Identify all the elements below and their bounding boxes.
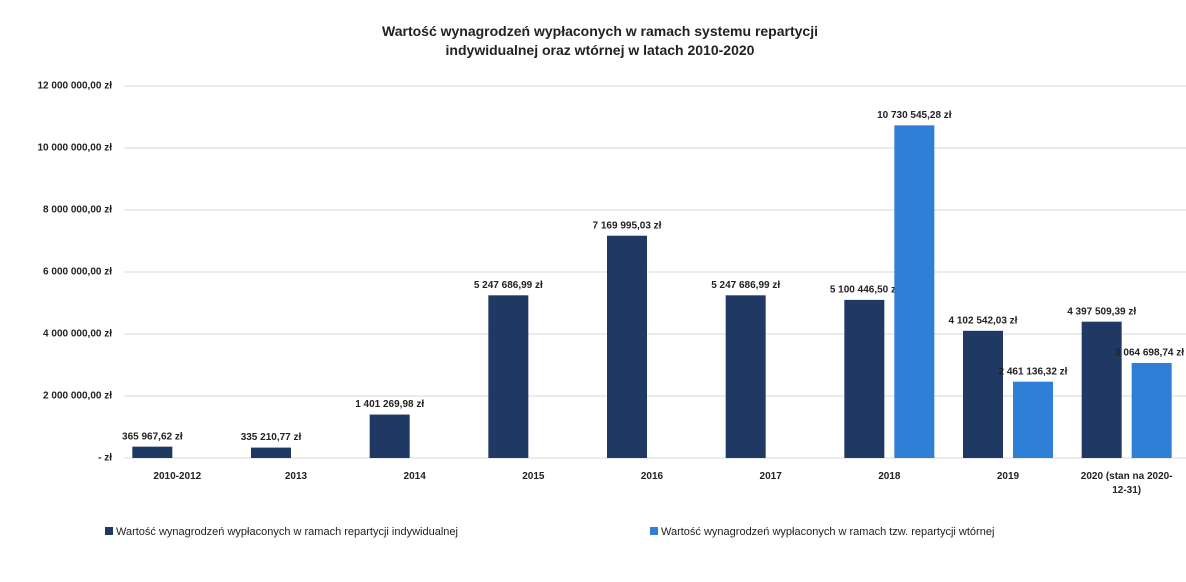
data-label: 5 247 686,99 zł [711,280,780,291]
data-label: 4 102 542,03 zł [949,315,1018,326]
data-label: 5 100 446,50 zł [830,285,899,296]
y-tick-label: - zł [98,453,112,464]
data-label: 2 461 136,32 zł [999,366,1068,377]
y-tick-label: 6 000 000,00 zł [43,267,112,278]
legend-swatch [650,527,658,535]
legend-swatch [105,527,113,535]
chart-title: Wartość wynagrodzeń wypłaconych w ramach… [382,23,818,58]
x-tick-label: 2017 [759,471,782,482]
legend-entry: Wartość wynagrodzeń wypłaconych w ramach… [105,526,458,538]
bar [132,446,173,458]
bar [1131,362,1172,458]
bar [725,295,766,458]
x-tick-label: 2010-2012 [153,471,202,482]
data-label: 3 064 698,74 zł [1115,348,1184,359]
y-tick-label: 12 000 000,00 zł [37,81,112,92]
legend-label: Wartość wynagrodzeń wypłaconych w ramach… [661,526,995,538]
bar [1013,381,1053,458]
data-label: 1 401 269,98 zł [355,399,424,410]
y-tick-label: 2 000 000,00 zł [43,391,112,402]
legend-label: Wartość wynagrodzeń wypłaconych w ramach… [116,526,458,538]
x-tick-label: 2016 [640,471,664,482]
x-tick-label: 2018 [878,471,901,482]
data-label: 7 169 995,03 zł [593,220,662,231]
bar [1081,321,1122,458]
bar [251,447,291,458]
bar [488,295,529,458]
bar [894,125,935,459]
bar [369,414,410,458]
bar [607,235,647,458]
data-label: 365 967,62 zł [122,431,183,442]
x-tick-label: 2014 [403,471,426,482]
legend-entry: Wartość wynagrodzeń wypłaconych w ramach… [650,526,994,538]
y-tick-label: 8 000 000,00 zł [43,205,112,216]
data-label: 4 397 509,39 zł [1067,306,1136,317]
data-label: 5 247 686,99 zł [474,280,543,291]
data-label: 335 210,77 zł [241,432,302,443]
y-tick-label: 10 000 000,00 zł [37,143,112,154]
x-tick-label: 2015 [522,471,545,482]
x-tick-label: 2020 (stan na 2020-12-31) [1080,471,1173,496]
bar [963,330,1003,458]
y-tick-label: 4 000 000,00 zł [43,329,112,340]
data-label: 10 730 545,28 zł [877,110,952,121]
x-tick-label: 2013 [284,471,308,482]
bar [844,299,885,458]
x-tick-label: 2019 [996,471,1020,482]
